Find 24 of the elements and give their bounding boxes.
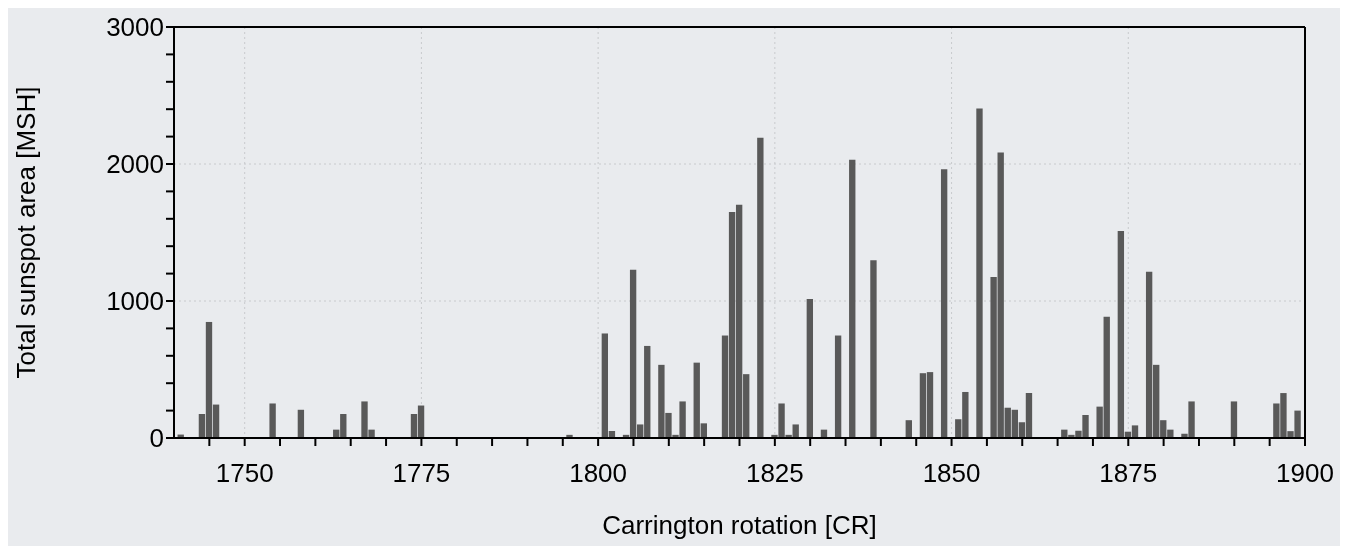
x-tick-label: 1825: [745, 458, 804, 489]
y-axis-title: Total sunspot area [MSH]: [11, 86, 42, 379]
bar: [757, 137, 764, 438]
x-tick-label: 1850: [922, 458, 981, 489]
bar: [976, 108, 983, 438]
x-tick-label: 1875: [1099, 458, 1158, 489]
bar: [834, 335, 842, 438]
bar: [1230, 401, 1238, 438]
bar: [806, 298, 814, 438]
x-tick-label: 1900: [1276, 458, 1334, 489]
bar: [849, 159, 856, 438]
bar: [940, 169, 948, 438]
y-tick-label: 2000: [106, 149, 164, 180]
x-tick-label: 1750: [215, 458, 274, 489]
bar: [870, 260, 877, 438]
x-tick-label: 1775: [392, 458, 451, 489]
y-tick-label: 3000: [106, 12, 164, 43]
bar: [269, 403, 276, 438]
y-tick-label: 1000: [106, 286, 164, 317]
x-axis-title: Carrington rotation [CR]: [602, 510, 877, 540]
x-tick-label: 1800: [569, 458, 628, 489]
y-tick-label: 0: [149, 423, 164, 454]
bar: [297, 409, 305, 438]
bar: [905, 420, 912, 438]
